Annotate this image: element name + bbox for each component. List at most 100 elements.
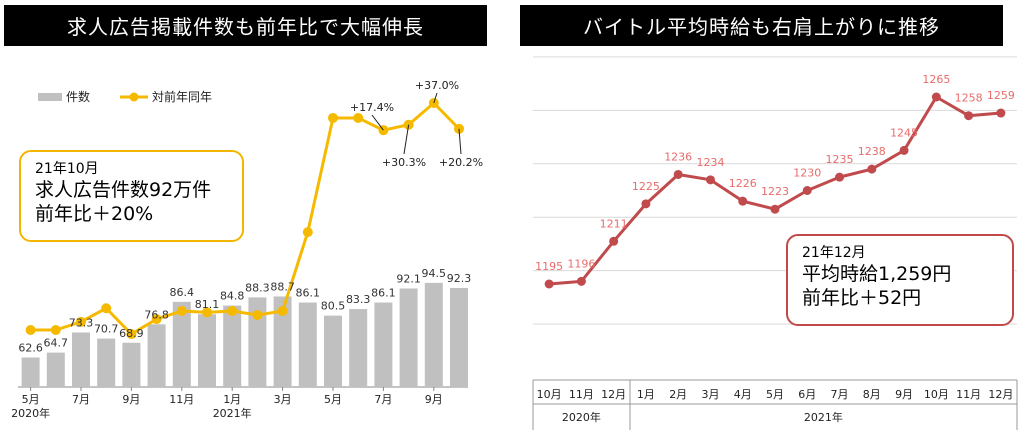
bar [97, 338, 116, 387]
right-callout-date: 21年12月 [802, 245, 866, 261]
right-callout-change: 前年比＋52円 [802, 287, 922, 309]
annotation-label: +37.0% [415, 79, 459, 92]
yoy-point [353, 112, 364, 123]
wage-value-label: 1196 [567, 257, 595, 270]
bar [399, 288, 418, 387]
bar [198, 314, 216, 387]
x-tick-label: 12月 [988, 388, 1013, 401]
annotation-leader [458, 128, 462, 155]
x-tick-label: 5月 [766, 388, 784, 401]
legend-bar-label: 件数 [66, 89, 90, 104]
x-tick-label: 1月 [637, 388, 655, 401]
right-line-group [544, 92, 1006, 289]
yoy-point [101, 303, 112, 314]
x-year-label: 2020年 [11, 406, 50, 420]
right-callout: 21年12月 平均時給1,259円 前年比＋52円 [786, 234, 1014, 326]
bar-value-label: 62.6 [18, 342, 43, 355]
wage-value-label: 1211 [600, 217, 628, 230]
wage-value-label: 1223 [761, 185, 789, 198]
yoy-point [25, 325, 36, 335]
wage-value-label: 1226 [729, 177, 757, 190]
wage-point [867, 164, 877, 174]
annotation-leader [433, 92, 438, 104]
bar-value-label: 84.8 [220, 290, 245, 303]
bar [273, 296, 292, 387]
bar-value-label: 81.1 [195, 298, 220, 311]
bar-value-label: 64.7 [44, 337, 69, 350]
x-tick-label: 5月 [22, 393, 40, 406]
bar-value-label: 92.3 [447, 272, 472, 285]
bar-value-label: 94.5 [422, 267, 447, 280]
wage-value-label: 1238 [858, 145, 886, 158]
annotation-label: +30.3% [382, 156, 426, 169]
x-tick-label: 9月 [895, 388, 913, 401]
wage-value-label: 1230 [793, 167, 821, 180]
bar-value-label: 73.3 [69, 316, 94, 329]
yoy-point [328, 112, 338, 123]
x-tick-label: 11月 [569, 388, 594, 401]
wage-value-label: 1259 [987, 89, 1015, 102]
x-tick-label: 7月 [374, 393, 392, 406]
right-chart-title: バイトル平均時給も右肩上がりに推移 [520, 5, 1003, 46]
x-tick-label: 12月 [601, 388, 626, 401]
wage-value-label: 1258 [955, 92, 983, 105]
bar-value-label: 88.3 [245, 281, 270, 294]
bar [21, 357, 40, 387]
wage-point [738, 196, 748, 206]
x-tick-label: 10月 [924, 388, 949, 401]
bar [72, 332, 90, 387]
x-tick-label: 9月 [122, 393, 140, 406]
x-tick-label: 4月 [734, 388, 752, 401]
annotation-leader [371, 114, 384, 131]
wage-point [931, 92, 941, 102]
x-tick-label: 7月 [72, 393, 90, 406]
right-labels-group: 1195 1196 1211 1225 1236 1234 1226 1223 1230 1235… [535, 73, 1015, 424]
bar [172, 301, 191, 387]
wage-point [802, 186, 812, 195]
bar [324, 315, 342, 387]
annotation-label: +17.4% [350, 101, 394, 114]
yoy-point [227, 305, 238, 316]
wage-point [899, 145, 909, 155]
yoy-point [302, 227, 313, 238]
left-callout-change: 前年比＋20% [35, 203, 154, 225]
bar [248, 297, 267, 387]
bar [298, 302, 317, 387]
left-callout-value: 求人広告件数92万件 [35, 179, 212, 201]
wage-point [673, 169, 683, 179]
wage-point [576, 276, 586, 286]
left-labels-group: 62.6 64.773.3 70.7 68.976.886.481.184.888.3… [11, 79, 483, 420]
x-tick-label: 5月 [324, 393, 342, 406]
annotation-label: +20.2% [439, 156, 483, 169]
right-callout-value: 平均時給1,259円 [802, 263, 952, 285]
x-tick-label: 10月 [537, 388, 562, 401]
x-tick-label: 8月 [863, 388, 881, 401]
bar-value-label: 70.7 [94, 323, 119, 336]
wage-point [964, 111, 974, 121]
x-tick-label: 11月 [169, 393, 194, 406]
yoy-point [151, 314, 162, 325]
bar [147, 324, 166, 387]
bar-value-label: 88.7 [270, 280, 295, 293]
right-grid-group [533, 56, 1017, 325]
x-tick-label: 3月 [274, 393, 292, 406]
wage-value-label: 1234 [696, 156, 724, 169]
wage-point [996, 108, 1006, 118]
wage-point [770, 204, 780, 214]
x-tick-label: 6月 [798, 388, 816, 401]
x-tick-label: 1月 [223, 393, 241, 406]
x-year-label: 2021年 [213, 406, 252, 420]
left-line-group [25, 98, 464, 340]
left-chart-title: 求人広告掲載件数も前年比で大幅伸長 [4, 5, 487, 46]
bar-value-label: 92.1 [396, 272, 421, 285]
wage-value-label: 1245 [890, 126, 918, 139]
yoy-point [252, 310, 263, 321]
wage-point [835, 172, 845, 182]
wage-value-label: 1265 [922, 73, 950, 86]
wage-value-label: 1235 [826, 153, 854, 166]
bar [46, 352, 65, 387]
wage-point [641, 199, 651, 209]
wage-value-label: 1236 [664, 150, 692, 163]
wage-value-label: 1195 [535, 260, 563, 273]
